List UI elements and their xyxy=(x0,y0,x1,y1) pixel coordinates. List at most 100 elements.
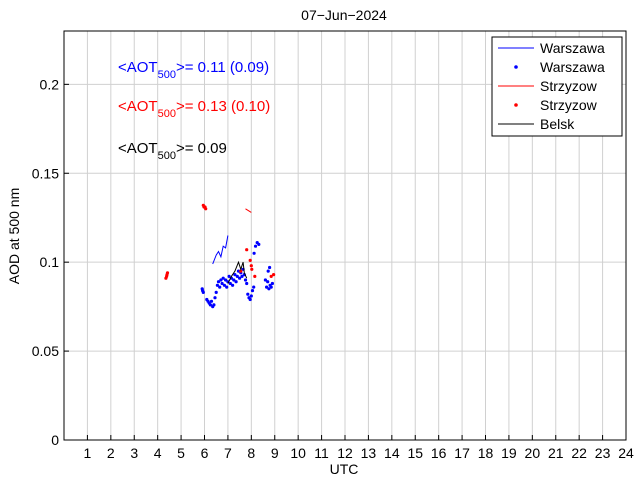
strzyzow-point xyxy=(165,271,170,275)
warszawa-point xyxy=(263,278,267,282)
warszawa-point xyxy=(225,285,229,289)
warszawa-point xyxy=(224,278,228,282)
y-axis: 0 0.05 0.1 0.15 0.2 xyxy=(32,76,69,448)
x-tick-label: 3 xyxy=(130,445,138,461)
x-tick-label: 19 xyxy=(501,445,517,461)
warszawa-point xyxy=(252,285,256,289)
x-tick-label: 16 xyxy=(431,445,447,461)
x-tick-label: 11 xyxy=(314,445,329,461)
chart-title: 07−Jun−2024 xyxy=(301,7,387,23)
y-tick-label: 0.15 xyxy=(32,165,59,181)
warszawa-point xyxy=(228,281,232,286)
strzyzow-point xyxy=(245,248,249,252)
warszawa-point xyxy=(227,274,231,278)
legend: Warszawa Warszawa Strzyzow Strzyzow Belsk xyxy=(491,36,623,137)
strzyzow-points xyxy=(164,203,276,280)
x-tick-label: 14 xyxy=(384,445,400,461)
warszawa-point xyxy=(219,278,223,282)
warszawa-point xyxy=(246,292,250,296)
warszawa-line xyxy=(212,235,229,265)
warszawa-point xyxy=(213,296,217,300)
warszawa-point xyxy=(253,244,258,248)
warszawa-point xyxy=(234,280,238,284)
x-tick-label: 17 xyxy=(454,445,470,461)
warszawa-point xyxy=(220,281,224,286)
strzyzow-point xyxy=(248,258,252,262)
x-tick-label: 6 xyxy=(201,445,209,461)
y-tick-label: 0 xyxy=(51,432,59,448)
warszawa-point xyxy=(270,281,274,286)
warszawa-point xyxy=(268,265,272,270)
legend-label: Strzyzow xyxy=(540,78,598,94)
warszawa-point xyxy=(245,281,249,286)
legend-label: Strzyzow xyxy=(540,97,598,113)
warszawa-point xyxy=(216,280,221,284)
mean-aot-annotation: <AOT500>= 0.11 (0.09) xyxy=(118,59,269,81)
strzyzow-point xyxy=(253,274,257,278)
warszawa-point xyxy=(222,283,226,287)
x-axis: 1 2 3 4 5 6 7 8 9 10 11 12 13 14 15 16 17 18 19 20 21 22 23 24 xyxy=(84,435,634,461)
x-axis-title: UTC xyxy=(330,461,359,477)
data-series xyxy=(164,203,276,309)
annotations: <AOT500>= 0.11 (0.09) <AOT500>= 0.13 (0.1… xyxy=(118,59,270,162)
strzyzow-point xyxy=(250,267,254,271)
x-tick-label: 4 xyxy=(154,445,162,461)
x-tick-label: 15 xyxy=(407,445,423,461)
warszawa-point xyxy=(201,290,205,294)
warszawa-point xyxy=(209,299,214,303)
grid xyxy=(64,31,626,441)
warszawa-point xyxy=(215,283,219,287)
x-tick-label: 23 xyxy=(595,445,611,461)
x-tick-label: 21 xyxy=(548,445,564,461)
legend-warszawa-point-swatch xyxy=(514,65,518,69)
x-tick-label: 18 xyxy=(478,445,494,461)
warszawa-point xyxy=(243,278,248,282)
warszawa-point xyxy=(248,297,252,302)
x-tick-label: 13 xyxy=(361,445,377,461)
strzyzow-point xyxy=(249,264,253,268)
x-tick-label: 2 xyxy=(107,445,115,461)
x-tick-label: 10 xyxy=(290,445,306,461)
warszawa-point xyxy=(252,251,256,255)
warszawa-point xyxy=(266,269,270,273)
warszawa-point xyxy=(214,290,218,294)
y-tick-label: 0.05 xyxy=(32,343,59,359)
warszawa-point xyxy=(231,283,235,287)
warszawa-point xyxy=(266,280,270,284)
warszawa-point xyxy=(233,273,237,277)
warszawa-point xyxy=(240,274,244,278)
warszawa-point xyxy=(236,269,241,273)
x-tick-label: 12 xyxy=(337,445,353,461)
legend-label: Warszawa xyxy=(540,40,605,56)
warszawa-point xyxy=(218,285,222,289)
mean-aot-annotation: <AOT500>= 0.13 (0.10) xyxy=(118,98,270,120)
warszawa-point xyxy=(221,276,225,280)
x-tick-label: 20 xyxy=(525,445,541,461)
x-tick-label: 22 xyxy=(571,445,587,461)
warszawa-point xyxy=(250,289,255,293)
strzyzow-line xyxy=(245,208,252,213)
x-tick-label: 7 xyxy=(224,445,232,461)
legend-strzyzow-point-swatch xyxy=(514,103,518,107)
legend-label: Belsk xyxy=(540,116,575,132)
y-tick-label: 0.2 xyxy=(40,76,60,92)
x-tick-label: 5 xyxy=(177,445,185,461)
warszawa-point xyxy=(212,303,216,307)
y-axis-title: AOD at 500 nm xyxy=(6,188,22,285)
x-tick-label: 1 xyxy=(84,445,92,461)
strzyzow-point xyxy=(269,274,273,278)
mean-aot-annotation: <AOT500>= 0.09 xyxy=(118,140,227,162)
strzyzow-point xyxy=(272,273,276,277)
warszawa-point xyxy=(249,294,253,298)
x-tick-label: 8 xyxy=(247,445,255,461)
strzyzow-point xyxy=(239,269,243,273)
warszawa-point xyxy=(238,276,242,280)
warszawa-point xyxy=(232,278,236,282)
y-tick-label: 0.1 xyxy=(40,254,60,270)
strzyzow-point xyxy=(204,207,208,211)
warszawa-point xyxy=(269,285,273,289)
x-tick-label: 9 xyxy=(271,445,279,461)
x-tick-label: 24 xyxy=(618,445,634,461)
warszawa-point xyxy=(208,303,212,307)
